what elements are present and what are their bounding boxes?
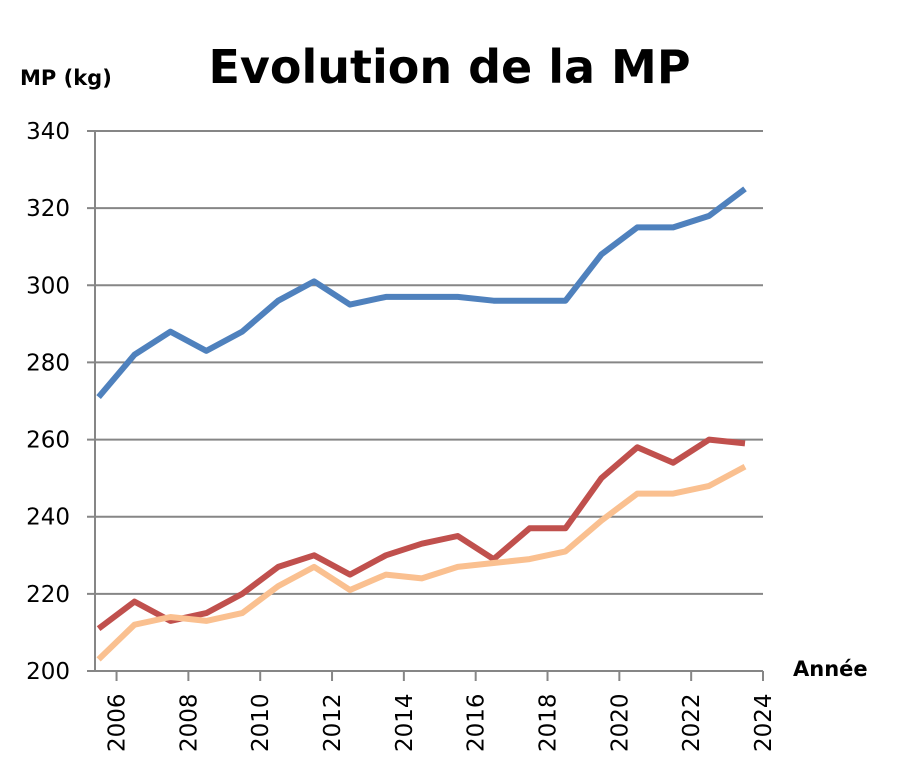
x-tick-label: 2024: [751, 693, 777, 752]
x-tick-label: 2022: [679, 693, 705, 752]
x-tick-label: 2018: [536, 693, 562, 752]
y-tick-label: 280: [26, 350, 70, 376]
x-tick-label: 2016: [464, 693, 490, 752]
x-tick-label: 2012: [320, 693, 346, 752]
y-tick-labels: 200 220 240 260 280 300 320 340: [26, 119, 70, 685]
y-tick-label: 320: [26, 196, 70, 222]
x-tick-label: 2006: [105, 693, 131, 752]
axes: [87, 131, 764, 681]
y-axis-label: MP (kg): [20, 66, 112, 90]
y-tick-label: 220: [26, 582, 70, 608]
y-tick-label: 200: [26, 659, 70, 685]
x-tick-label: 2020: [607, 693, 633, 752]
x-tick-label: 2008: [176, 693, 202, 752]
gridlines: [87, 130, 763, 595]
series-line-2: [96, 436, 746, 631]
y-tick-label: 240: [26, 505, 70, 531]
series-line-1: [96, 186, 747, 400]
y-tick-label: 300: [26, 273, 70, 299]
y-tick-label: 340: [26, 119, 70, 145]
series-lines: [96, 186, 747, 662]
x-tick-label: 2014: [392, 693, 418, 752]
x-axis-label: Année: [793, 657, 868, 681]
series-line-3: [96, 463, 747, 662]
chart-title: Evolution de la MP: [208, 40, 691, 94]
x-tick-label: 2010: [248, 693, 274, 752]
y-tick-label: 260: [26, 428, 70, 454]
x-tick-labels: 2006 2008 2010 2012 2014 2016 2018 2020 2022 2024: [105, 693, 777, 752]
